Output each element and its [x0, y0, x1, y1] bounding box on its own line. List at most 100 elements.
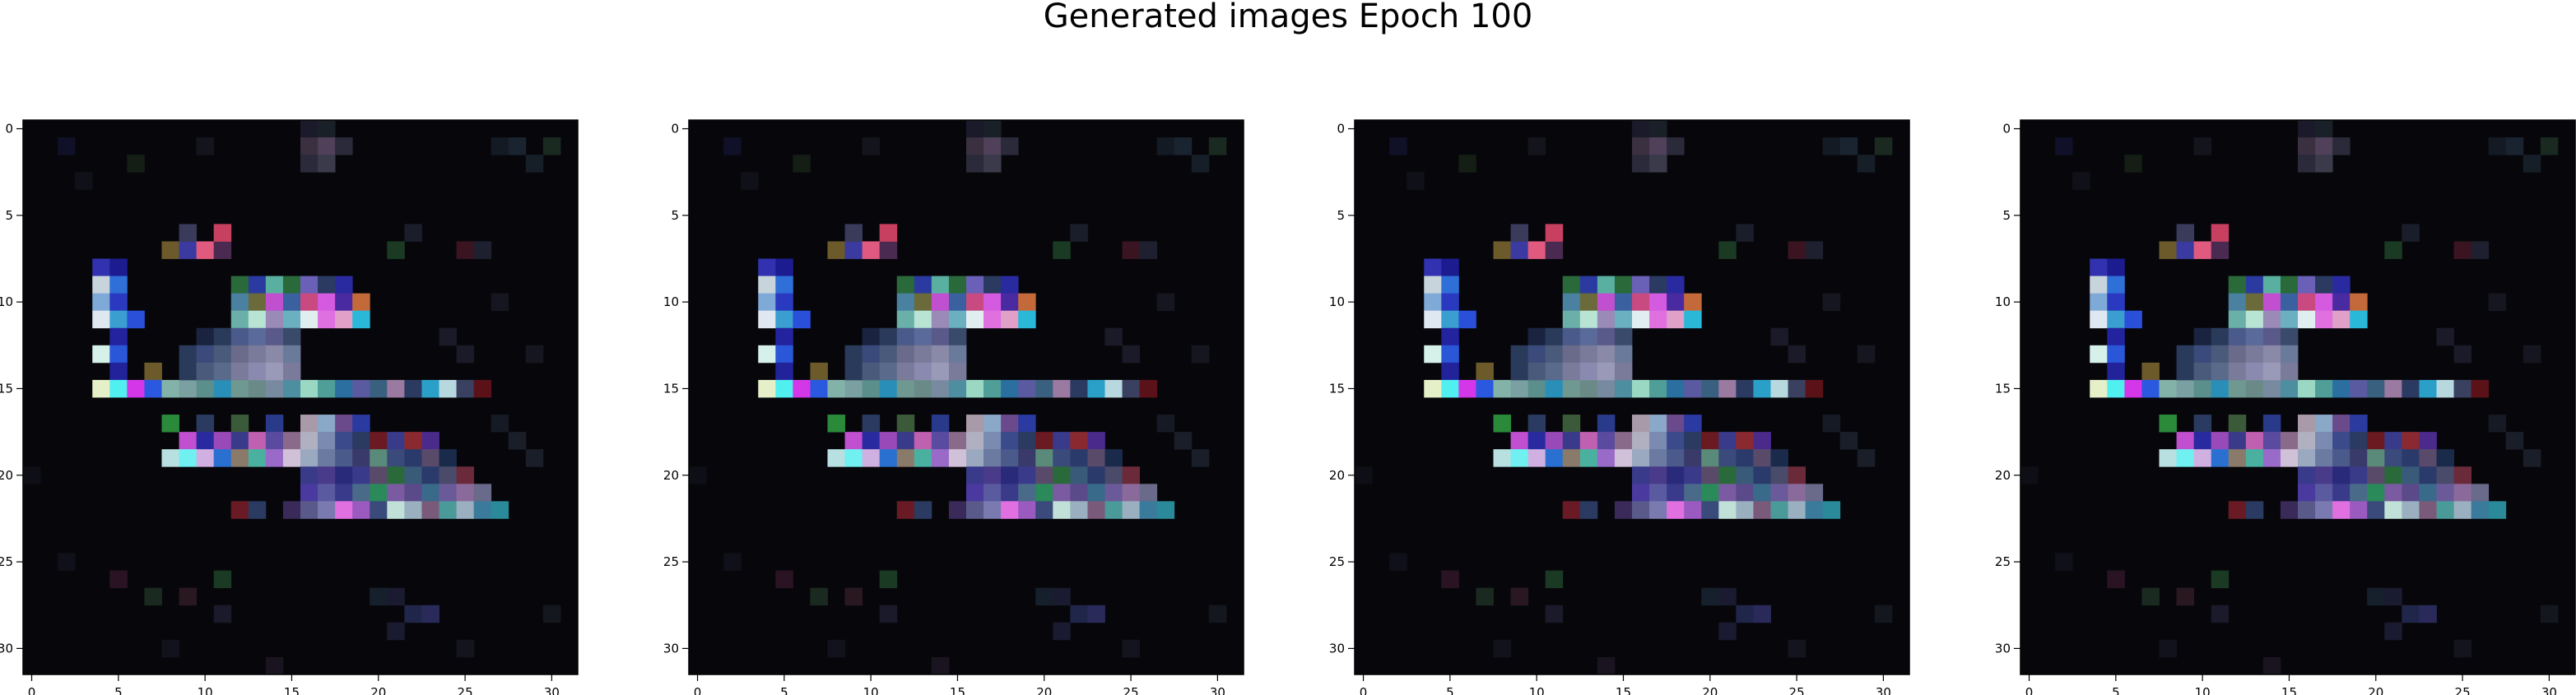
image-pixel	[966, 276, 984, 294]
image-pixel	[248, 310, 267, 329]
image-pixel	[2453, 379, 2472, 398]
y-tick-label: 5	[1337, 208, 1345, 223]
image-pixel	[1122, 639, 1141, 658]
image-pixel	[1510, 362, 1529, 381]
image-pixel	[2315, 293, 2333, 312]
x-tick-label: 25	[2455, 685, 2471, 695]
image-pixel	[1649, 501, 1667, 519]
image-pixel	[1632, 310, 1650, 329]
image-pixel	[1087, 484, 1105, 502]
image-pixel	[810, 362, 828, 381]
image-pixel	[2488, 137, 2507, 155]
image-pixel	[862, 415, 881, 433]
image-pixel	[1104, 466, 1123, 484]
image-pixel	[896, 501, 915, 519]
image-pixel	[370, 484, 388, 502]
axes-frame	[688, 119, 1244, 675]
image-pixel	[1614, 293, 1633, 312]
image-pixel	[983, 466, 1002, 484]
image-pixel	[196, 345, 215, 364]
image-pixel	[2419, 432, 2437, 450]
image-pixel	[1597, 327, 1616, 346]
image-pixel	[931, 310, 950, 329]
image-pixel	[2384, 449, 2402, 467]
image-pixel	[1424, 258, 1442, 276]
x-tick-label: 20	[2368, 685, 2383, 695]
x-tick-label: 25	[1123, 685, 1139, 695]
image-pixel	[1614, 345, 1633, 364]
image-pixel	[1087, 501, 1105, 519]
image-pixel	[1770, 501, 1788, 519]
image-pixel	[2245, 362, 2264, 381]
image-pixel	[1389, 553, 1407, 572]
image-pixel	[1424, 379, 1442, 398]
image-pixel	[2298, 449, 2316, 467]
image-pixel	[179, 449, 198, 467]
image-pixel	[421, 466, 439, 484]
image-pixel	[879, 224, 898, 242]
image-panel-3: 0 5 10 15 20 25 30 0 5 10 15 20 25 30	[1329, 119, 1910, 695]
image-pixel	[844, 587, 863, 606]
image-pixel	[1545, 605, 1564, 623]
image-pixel	[1053, 501, 1071, 519]
image-pixel	[1597, 362, 1616, 381]
image-pixel	[1632, 466, 1650, 484]
y-tick-label: 30	[663, 641, 679, 656]
image-pixel	[352, 484, 370, 502]
image-pixel	[1579, 293, 1598, 312]
image-pixel	[1510, 587, 1529, 606]
image-pixel	[983, 155, 1002, 173]
image-pixel	[1407, 172, 1425, 190]
y-tick-label: 20	[663, 468, 679, 483]
image-pixel	[1122, 345, 1141, 364]
image-pixel	[2228, 449, 2247, 467]
image-pixel	[421, 484, 439, 502]
image-pixel	[1562, 345, 1581, 364]
y-tick-label: 0	[2002, 122, 2011, 137]
image-pixel	[370, 501, 388, 519]
image-pixel	[318, 449, 336, 467]
image-pixel	[1527, 432, 1546, 450]
image-pixel	[248, 327, 267, 346]
image-pixel	[439, 501, 457, 519]
image-pixel	[2245, 276, 2264, 294]
image-pixel	[1718, 241, 1737, 259]
image-pixel	[318, 310, 336, 329]
image-pixel	[2280, 501, 2299, 519]
image-pixel	[421, 605, 439, 623]
image-pixel	[1597, 293, 1616, 312]
image-pixel	[966, 310, 984, 329]
image-pixel	[248, 276, 267, 294]
image-pixel	[827, 241, 845, 259]
image-pixel	[1649, 466, 1667, 484]
image-pixel	[2384, 587, 2402, 606]
image-pixel	[387, 501, 405, 519]
image-pixel	[58, 553, 76, 572]
image-pixel	[2350, 432, 2368, 450]
image-pixel	[1458, 310, 1476, 329]
image-pixel	[161, 639, 179, 658]
image-pixel	[300, 484, 319, 502]
image-pixel	[1035, 379, 1053, 398]
x-tick-label: 10	[863, 685, 879, 695]
image-pixel	[248, 432, 267, 450]
image-panel-4: 0 5 10 15 20 25 30 0 5 10 15 20 25 30	[1995, 119, 2576, 695]
image-pixel	[387, 484, 405, 502]
image-pixel	[1753, 432, 1771, 450]
image-pixel	[793, 379, 811, 398]
image-pixel	[2107, 310, 2125, 329]
image-pixel	[1104, 501, 1123, 519]
image-pixel	[914, 379, 932, 398]
image-pixel	[914, 449, 932, 467]
image-pixel	[404, 484, 422, 502]
image-pixel	[300, 120, 319, 138]
image-pixel	[2107, 258, 2125, 276]
image-pixel	[370, 466, 388, 484]
x-tick-label: 30	[1876, 685, 1891, 695]
image-pixel	[2332, 432, 2350, 450]
image-pixel	[370, 587, 388, 606]
image-pixel	[2228, 432, 2247, 450]
image-pixel	[1104, 484, 1123, 502]
image-pixel	[1053, 622, 1071, 641]
image-pixel	[109, 379, 128, 398]
